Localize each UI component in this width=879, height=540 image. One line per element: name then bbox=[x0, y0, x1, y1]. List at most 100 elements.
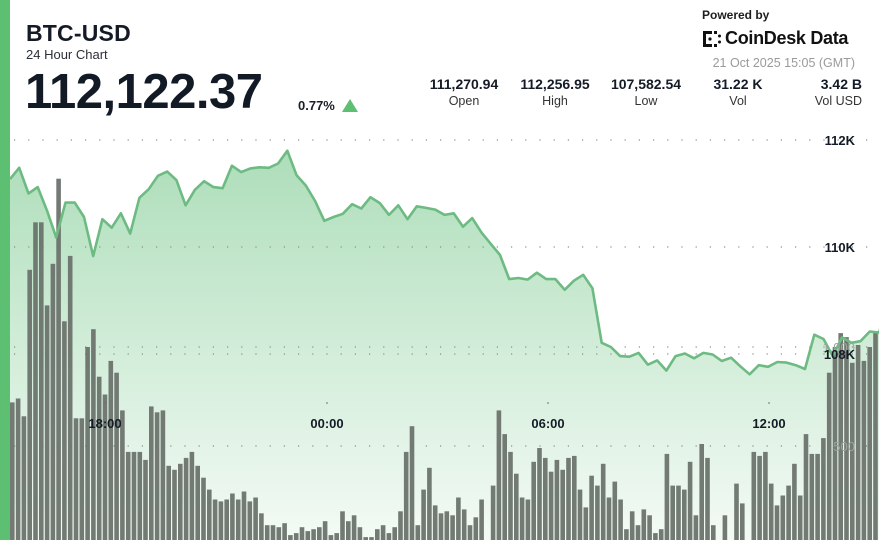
volume-bar bbox=[519, 497, 525, 540]
stat-value: 31.22 K bbox=[713, 76, 763, 92]
current-price: 112,122.37 bbox=[25, 65, 263, 119]
price-area-fill bbox=[10, 150, 879, 540]
accent-bar bbox=[0, 0, 10, 540]
stat-open: 111,270.94 Open bbox=[423, 76, 505, 108]
volume-bar bbox=[514, 473, 519, 540]
time-tick bbox=[768, 402, 770, 404]
stat-value: 107,582.54 bbox=[610, 76, 682, 92]
volume-bar bbox=[120, 410, 125, 540]
volume-bar bbox=[699, 444, 704, 540]
volume-bar bbox=[195, 465, 200, 540]
volume-bar bbox=[873, 331, 878, 540]
volume-bar bbox=[259, 513, 264, 540]
volume-bar bbox=[832, 347, 838, 540]
volume-bar bbox=[137, 451, 143, 540]
time-tick bbox=[326, 402, 328, 404]
volume-bar bbox=[629, 511, 635, 540]
time-tick bbox=[547, 402, 549, 404]
volume-bar bbox=[427, 467, 432, 540]
volume-bar bbox=[548, 471, 554, 540]
volume-bar bbox=[797, 495, 803, 540]
volume-bar bbox=[322, 521, 328, 540]
volume-bar bbox=[102, 394, 108, 540]
stat-value: 111,270.94 bbox=[429, 76, 499, 92]
x-tick-label: 00:00 bbox=[310, 416, 343, 431]
volume-bar bbox=[821, 438, 826, 540]
volume-bar bbox=[844, 337, 849, 540]
volume-bar bbox=[33, 222, 38, 540]
volume-bar bbox=[803, 434, 809, 540]
volume-bar bbox=[149, 406, 154, 540]
chart-subtitle: 24 Hour Chart bbox=[26, 47, 108, 62]
volume-bar bbox=[317, 527, 322, 540]
volume-bar bbox=[131, 451, 137, 540]
volume-bar bbox=[676, 485, 681, 540]
volume-bar bbox=[91, 329, 96, 540]
volume-bar bbox=[328, 535, 334, 540]
volume-bar bbox=[711, 525, 716, 540]
volume-bar bbox=[774, 505, 780, 540]
volume-bar bbox=[577, 489, 583, 540]
volume-bar bbox=[44, 305, 50, 540]
coindesk-logo-icon bbox=[703, 30, 721, 47]
volume-bar bbox=[525, 499, 531, 540]
price-tick-label: 112K bbox=[825, 133, 856, 148]
volume-bar bbox=[658, 529, 664, 540]
volume-bars bbox=[10, 178, 878, 540]
price-tick-label: 110K bbox=[825, 240, 856, 255]
volume-bar bbox=[763, 451, 768, 540]
volume-bar bbox=[276, 527, 282, 540]
volume-bar bbox=[380, 525, 386, 540]
x-tick-label: 18:00 bbox=[88, 416, 121, 431]
volume-bar bbox=[815, 453, 820, 540]
volume-bar bbox=[270, 525, 276, 540]
volume-bar bbox=[79, 418, 85, 540]
volume-bar bbox=[73, 418, 79, 540]
up-arrow-icon bbox=[342, 99, 358, 112]
volume-bar bbox=[218, 501, 224, 540]
stat-label: Vol USD bbox=[814, 94, 862, 108]
volume-bar bbox=[792, 463, 797, 540]
volume-bar bbox=[230, 493, 235, 540]
price-line-path bbox=[8, 149, 879, 376]
volume-bar bbox=[363, 537, 368, 540]
volume-bar bbox=[125, 451, 131, 540]
volume-bar bbox=[838, 333, 843, 540]
powered-by-label: Powered by bbox=[702, 8, 770, 22]
volume-bar bbox=[682, 489, 687, 540]
stat-label: Vol bbox=[729, 94, 747, 108]
volume-bar bbox=[21, 416, 27, 540]
volume-bar bbox=[502, 434, 507, 540]
volume-bar bbox=[566, 457, 571, 540]
volume-bar bbox=[606, 497, 612, 540]
volume-bar bbox=[10, 402, 15, 540]
volume-bar bbox=[166, 465, 171, 540]
volume-bar bbox=[861, 360, 867, 540]
volume-bar bbox=[647, 515, 652, 540]
timestamp: 21 Oct 2025 15:05 (GMT) bbox=[712, 56, 855, 70]
volume-bar bbox=[450, 515, 455, 540]
volume-bar bbox=[595, 485, 600, 540]
volume-bar bbox=[670, 485, 675, 540]
stat-value: 3.42 B bbox=[820, 76, 862, 92]
volume-bar bbox=[96, 376, 102, 540]
volume-bar bbox=[235, 499, 241, 540]
volume-bar bbox=[600, 463, 606, 540]
volume-bar bbox=[85, 347, 90, 540]
volume-bar bbox=[826, 372, 832, 540]
volume-bar bbox=[687, 461, 693, 540]
volume-bar bbox=[768, 483, 774, 540]
volume-bar bbox=[543, 457, 548, 540]
volume-bar bbox=[247, 501, 253, 540]
stat-low: 107,582.54 Low bbox=[605, 76, 687, 108]
volume-bar bbox=[282, 523, 287, 540]
volume-tick-label: 500 bbox=[833, 439, 855, 454]
volume-bar bbox=[850, 362, 855, 540]
volume-bar bbox=[624, 529, 629, 540]
volume-bar bbox=[867, 347, 872, 540]
volume-bar bbox=[189, 451, 195, 540]
volume-tick-label: 1,000 bbox=[822, 340, 855, 355]
volume-bar bbox=[154, 412, 160, 540]
volume-bar bbox=[264, 525, 270, 540]
